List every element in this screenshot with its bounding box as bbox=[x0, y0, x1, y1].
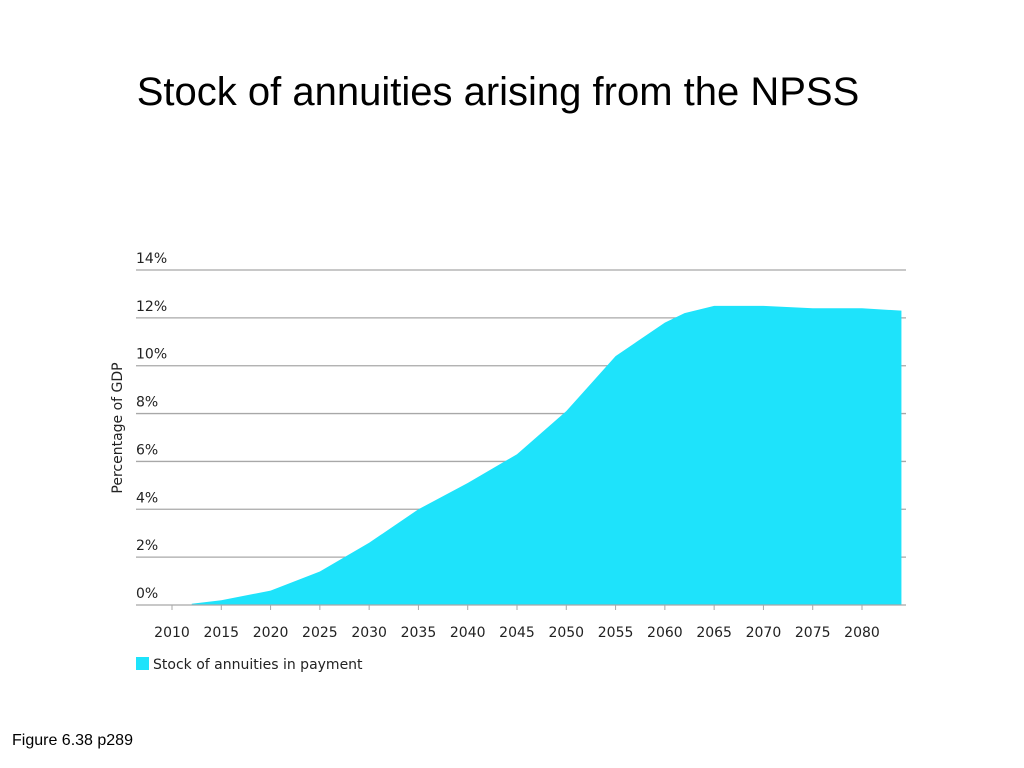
y-tick-label: 14% bbox=[136, 251, 167, 267]
x-tick-label: 2050 bbox=[548, 625, 584, 641]
y-tick-label: 0% bbox=[136, 586, 158, 602]
x-tick-label: 2010 bbox=[154, 625, 190, 641]
x-tick-label: 2025 bbox=[302, 625, 338, 641]
y-tick-label: 6% bbox=[136, 442, 158, 458]
series-area bbox=[191, 305, 902, 605]
legend-label: Stock of annuities in payment bbox=[153, 657, 363, 673]
y-axis-ticks: 0% 2% 4% 6% 8% 10% 12% 14% bbox=[136, 251, 167, 602]
x-tick-label: 2040 bbox=[450, 625, 486, 641]
x-tick-label: 2015 bbox=[203, 625, 239, 641]
y-tick-label: 12% bbox=[136, 299, 167, 315]
x-tick-label: 2035 bbox=[401, 625, 437, 641]
x-axis bbox=[136, 604, 906, 610]
x-tick-label: 2065 bbox=[696, 625, 732, 641]
y-tick-label: 4% bbox=[136, 490, 158, 506]
legend: Stock of annuities in payment bbox=[136, 657, 363, 673]
x-tick-label: 2070 bbox=[746, 625, 782, 641]
y-tick-label: 10% bbox=[136, 347, 167, 363]
y-tick-label: 2% bbox=[136, 538, 158, 554]
x-tick-label: 2075 bbox=[795, 625, 831, 641]
x-tick-label: 2030 bbox=[351, 625, 387, 641]
y-tick-label: 8% bbox=[136, 395, 158, 411]
x-axis-ticks: 2010 2015 2020 2025 2030 2035 2040 2045 2050 2055… bbox=[154, 625, 880, 641]
x-tick-label: 2080 bbox=[844, 625, 880, 641]
slide-title: Stock of annuities arising from the NPSS bbox=[136, 70, 860, 114]
figure-caption: Figure 6.38 p289 bbox=[12, 732, 133, 749]
x-tick-label: 2045 bbox=[499, 625, 535, 641]
x-tick-label: 2055 bbox=[598, 625, 634, 641]
legend-swatch bbox=[136, 657, 149, 670]
plot-area bbox=[191, 305, 902, 605]
x-tick-label: 2020 bbox=[253, 625, 289, 641]
y-axis-label: Percentage of GDP bbox=[110, 362, 126, 493]
x-tick-label: 2060 bbox=[647, 625, 683, 641]
